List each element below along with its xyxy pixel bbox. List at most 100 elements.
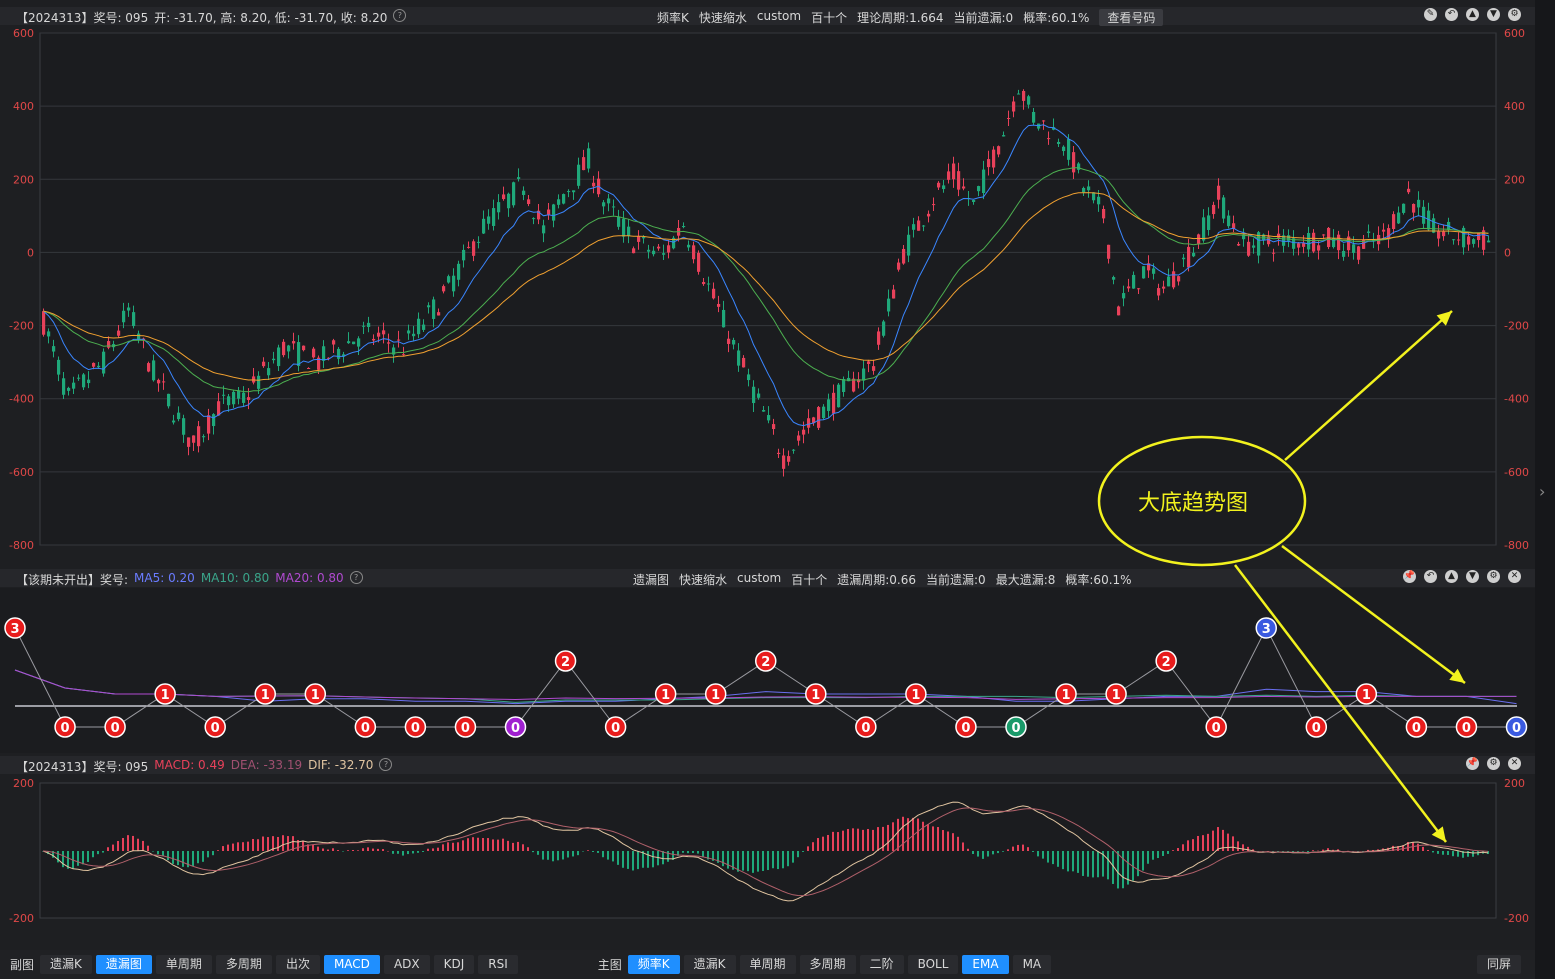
candle: [837, 384, 841, 408]
down-icon[interactable]: ▼: [1487, 8, 1500, 21]
macd-bar: [1462, 851, 1464, 858]
edit-icon[interactable]: ✎: [1424, 8, 1437, 21]
macd-bar: [697, 851, 699, 854]
tab-二阶[interactable]: 二阶: [859, 955, 904, 974]
candle: [1152, 268, 1156, 274]
macd-bar: [757, 851, 759, 872]
tab-MACD[interactable]: MACD: [323, 955, 380, 974]
axis-tick-right: 400: [1504, 100, 1525, 113]
miss-header-item: custom: [737, 571, 782, 585]
candle: [1412, 203, 1416, 213]
tab-多周期[interactable]: 多周期: [799, 955, 856, 974]
candle: [72, 382, 76, 389]
macd-bar: [162, 851, 164, 857]
macd-bar: [867, 829, 869, 851]
tab-BOLL[interactable]: BOLL: [907, 955, 959, 974]
down-icon[interactable]: ▼: [1466, 570, 1479, 583]
candle: [1402, 203, 1406, 213]
candle: [192, 435, 196, 443]
candle: [922, 225, 926, 227]
macd-bar: [1282, 851, 1284, 852]
main-candle-chart[interactable]: 600 600 400 400 200 200 0 0 -200 -200 -400 -400 -600…: [0, 26, 1535, 556]
tab-单周期[interactable]: 单周期: [155, 955, 212, 974]
miss-point: [304, 683, 327, 705]
macd-bar: [157, 851, 159, 855]
macd-bar: [687, 851, 689, 854]
macd-bar: [1012, 846, 1014, 851]
tab-EMA[interactable]: EMA: [962, 955, 1009, 974]
macd-bar: [967, 848, 969, 851]
undo-icon[interactable]: ↶: [1424, 570, 1437, 583]
tab-KDJ[interactable]: KDJ: [433, 955, 475, 974]
candle: [617, 216, 621, 227]
macd-bar: [572, 851, 574, 857]
tab-ADX[interactable]: ADX: [383, 955, 430, 974]
view-numbers-button[interactable]: 查看号码: [1099, 9, 1164, 26]
tab-单周期[interactable]: 单周期: [739, 955, 796, 974]
macd-bar: [437, 847, 439, 851]
main-period-label: 【2024313】奖号: 095: [16, 11, 149, 25]
candle: [482, 218, 486, 234]
tab-RSI[interactable]: RSI: [478, 955, 518, 974]
axis-tick-right: 0: [1504, 246, 1511, 259]
macd-bar: [137, 838, 139, 851]
candle: [1002, 135, 1006, 137]
help-icon[interactable]: ?: [349, 571, 363, 584]
macd-bar: [1192, 839, 1194, 851]
macd-bar: [222, 846, 224, 851]
candle: [947, 171, 951, 180]
macd-bar: [417, 851, 419, 853]
up-icon[interactable]: ▲: [1466, 8, 1479, 21]
tab-多周期[interactable]: 多周期: [215, 955, 272, 974]
tab-频率K[interactable]: 频率K: [627, 955, 680, 974]
macd-bar: [1122, 851, 1124, 889]
close-icon[interactable]: ✕: [1508, 570, 1521, 583]
settings-icon[interactable]: ⚙: [1487, 570, 1500, 583]
miss-point: [755, 650, 777, 672]
help-icon[interactable]: ?: [393, 9, 407, 22]
undo-icon[interactable]: ↶: [1445, 8, 1458, 21]
macd-bar: [1402, 845, 1404, 851]
macd-bar: [422, 851, 424, 852]
macd-bar: [1432, 851, 1434, 853]
macd-bar: [482, 838, 484, 851]
candle: [97, 365, 101, 368]
macd-chart[interactable]: 200 200 -200 -200: [0, 775, 1535, 947]
close-icon[interactable]: ✕: [1508, 757, 1521, 770]
macd-header-icons: 📌 ⚙ ✕: [1466, 757, 1521, 770]
candle: [1012, 101, 1016, 112]
candle: [147, 363, 151, 372]
pin-icon[interactable]: 📌: [1403, 570, 1416, 583]
pin-icon[interactable]: 📌: [1466, 757, 1479, 770]
macd-bar: [897, 818, 899, 851]
candle: [1182, 257, 1186, 260]
tab-MA[interactable]: MA: [1012, 955, 1052, 974]
candle: [1207, 215, 1211, 230]
settings-icon[interactable]: ⚙: [1508, 8, 1521, 21]
tab-出次[interactable]: 出次: [275, 955, 320, 974]
right-scroll-strip[interactable]: ›: [1535, 0, 1555, 979]
tab-遗漏图[interactable]: 遗漏图: [95, 955, 152, 974]
candle: [1357, 246, 1361, 260]
miss-point: [254, 683, 276, 705]
macd-bar: [267, 837, 269, 851]
axis-tick-left: -800: [9, 539, 34, 552]
candle: [472, 241, 476, 256]
fullscreen-button[interactable]: 同屏: [1476, 955, 1521, 974]
candle: [977, 186, 981, 192]
candle: [457, 263, 461, 280]
macd-bar: [62, 851, 64, 868]
settings-icon[interactable]: ⚙: [1487, 757, 1500, 770]
macd-bar: [492, 839, 494, 851]
miss-chart[interactable]: 3 0 0 1 0 1 1 0 0 0 0 2 0 1 1 2 1 0 1 0 0 1 1 2 0 3 0 1 0 0 0: [0, 588, 1535, 753]
macd-bar: [732, 851, 734, 870]
up-icon[interactable]: ▲: [1445, 570, 1458, 583]
tab-遗漏K[interactable]: 遗漏K: [40, 955, 92, 974]
macd-bar: [1177, 848, 1179, 851]
chevron-right-icon[interactable]: ›: [1539, 482, 1546, 501]
macd-bar: [807, 846, 809, 851]
macd-bar: [1307, 851, 1309, 853]
miss-point: [454, 716, 477, 738]
tab-遗漏K[interactable]: 遗漏K: [683, 955, 736, 974]
help-icon[interactable]: ?: [379, 758, 393, 771]
